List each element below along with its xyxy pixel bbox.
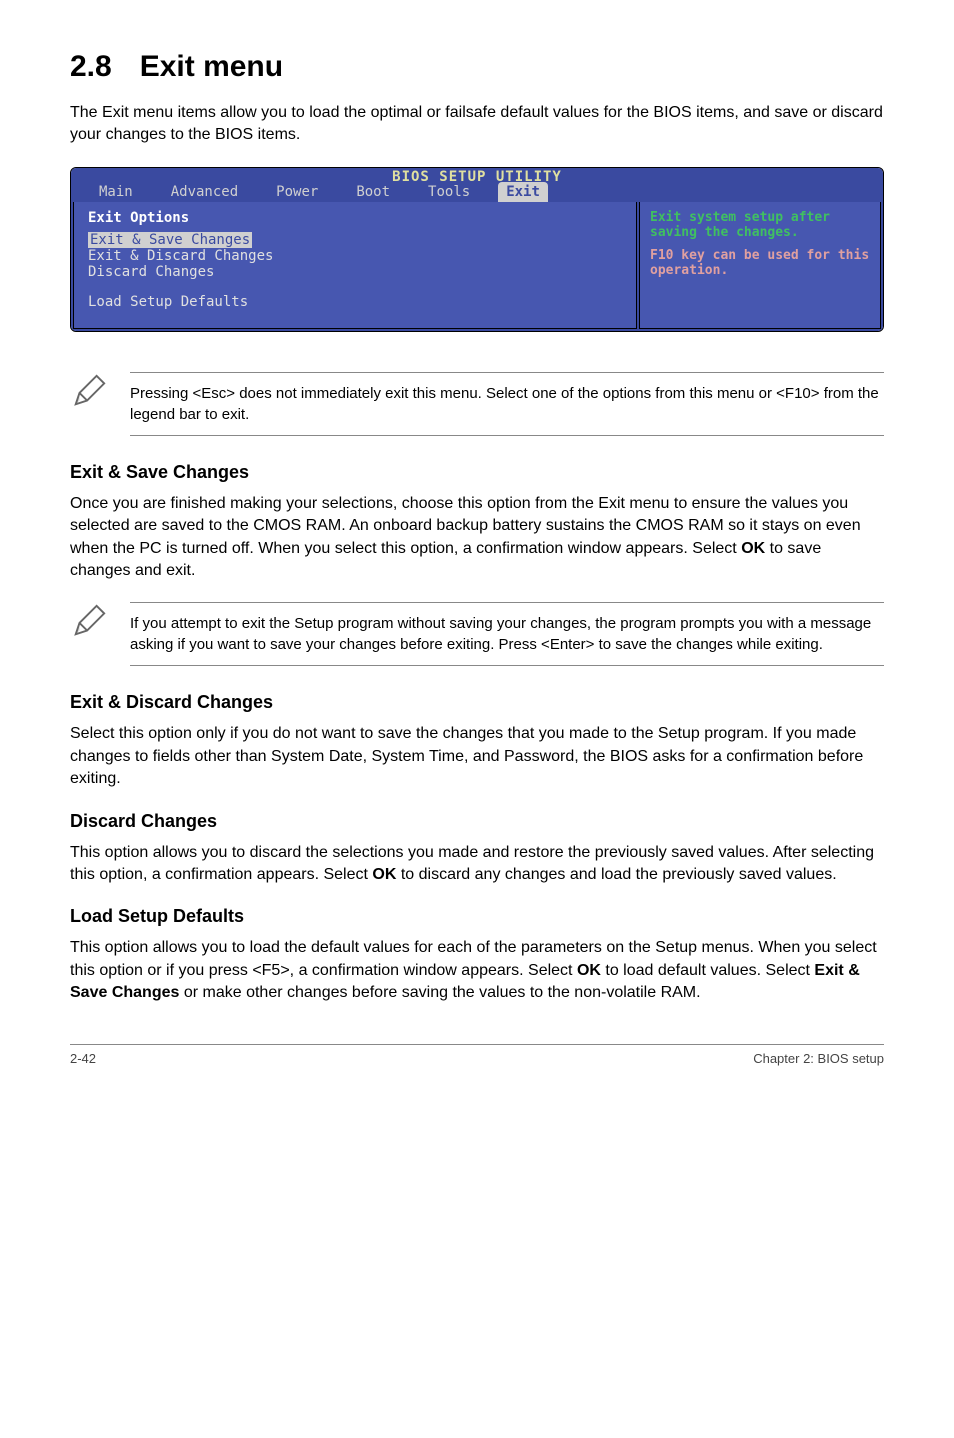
- bios-body: Exit Options Exit & Save Changes Exit & …: [71, 202, 883, 331]
- bios-item-0-label: Exit & Save Changes: [88, 232, 252, 248]
- pencil-icon: [70, 602, 130, 645]
- body-discard: This option allows you to discard the se…: [70, 842, 884, 887]
- h2-exit-save: Exit & Save Changes: [70, 462, 884, 483]
- bios-screenshot: BIOS SETUP UTILITY Main Advanced Power B…: [70, 167, 884, 332]
- footer-right: Chapter 2: BIOS setup: [753, 1051, 884, 1066]
- bios-item-0: Exit & Save Changes: [88, 232, 622, 248]
- section-title: Exit menu: [140, 50, 283, 83]
- body-load-p2: to load default values. Select: [601, 962, 814, 979]
- note-2-text: If you attempt to exit the Setup program…: [130, 602, 884, 666]
- pencil-icon: [70, 372, 130, 415]
- body-load-p4: or make other changes before saving the …: [179, 984, 700, 1001]
- note-1: Pressing <Esc> does not immediately exit…: [70, 372, 884, 436]
- body-exit-save: Once you are finished making your select…: [70, 493, 884, 583]
- tab-advanced: Advanced: [161, 182, 248, 202]
- tab-tools: Tools: [418, 182, 480, 202]
- h2-load-defaults: Load Setup Defaults: [70, 906, 884, 927]
- bios-left-panel: Exit Options Exit & Save Changes Exit & …: [73, 202, 637, 329]
- footer-left: 2-42: [70, 1051, 96, 1066]
- bios-item-1: Exit & Discard Changes: [88, 248, 622, 264]
- tab-main: Main: [89, 182, 143, 202]
- body-load-defaults: This option allows you to load the defau…: [70, 937, 884, 1004]
- bios-right-panel: Exit system setup after saving the chang…: [639, 202, 881, 329]
- note-2: If you attempt to exit the Setup program…: [70, 602, 884, 666]
- bios-tabs-inner: Main Advanced Power Boot Tools Exit: [71, 182, 548, 202]
- body-exit-save-p1: OK: [741, 540, 765, 557]
- h2-discard: Discard Changes: [70, 811, 884, 832]
- bios-item-4: Load Setup Defaults: [88, 294, 622, 310]
- body-discard-p1: OK: [372, 866, 396, 883]
- bios-item-2: Discard Changes: [88, 264, 622, 280]
- section-number: 2.8: [70, 50, 112, 83]
- body-load-p1: OK: [577, 962, 601, 979]
- bios-item-3: [88, 280, 622, 294]
- page-footer: 2-42 Chapter 2: BIOS setup: [70, 1044, 884, 1066]
- bios-help-red: F10 key can be used for this operation.: [650, 248, 870, 278]
- tab-exit: Exit: [498, 182, 548, 202]
- body-exit-discard: Select this option only if you do not wa…: [70, 723, 884, 790]
- note-1-text: Pressing <Esc> does not immediately exit…: [130, 372, 884, 436]
- body-discard-p2: to discard any changes and load the prev…: [396, 866, 836, 883]
- bios-tabbar: BIOS SETUP UTILITY Main Advanced Power B…: [71, 168, 883, 202]
- intro-text: The Exit menu items allow you to load th…: [70, 102, 884, 147]
- bios-help-green: Exit system setup after saving the chang…: [650, 210, 870, 240]
- h2-exit-discard: Exit & Discard Changes: [70, 692, 884, 713]
- tab-power: Power: [266, 182, 328, 202]
- page-title: 2.8 Exit menu: [70, 50, 884, 84]
- bios-left-header: Exit Options: [88, 210, 622, 226]
- tab-boot: Boot: [346, 182, 400, 202]
